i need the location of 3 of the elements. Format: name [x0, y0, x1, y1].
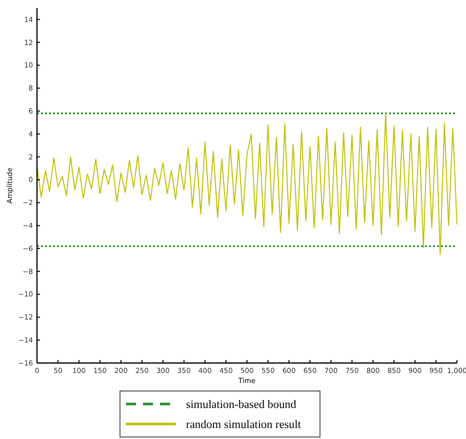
line-series	[36, 112, 458, 255]
legend-label: simulation-based bound	[186, 399, 296, 412]
legend-label: random simulation result	[186, 419, 302, 432]
